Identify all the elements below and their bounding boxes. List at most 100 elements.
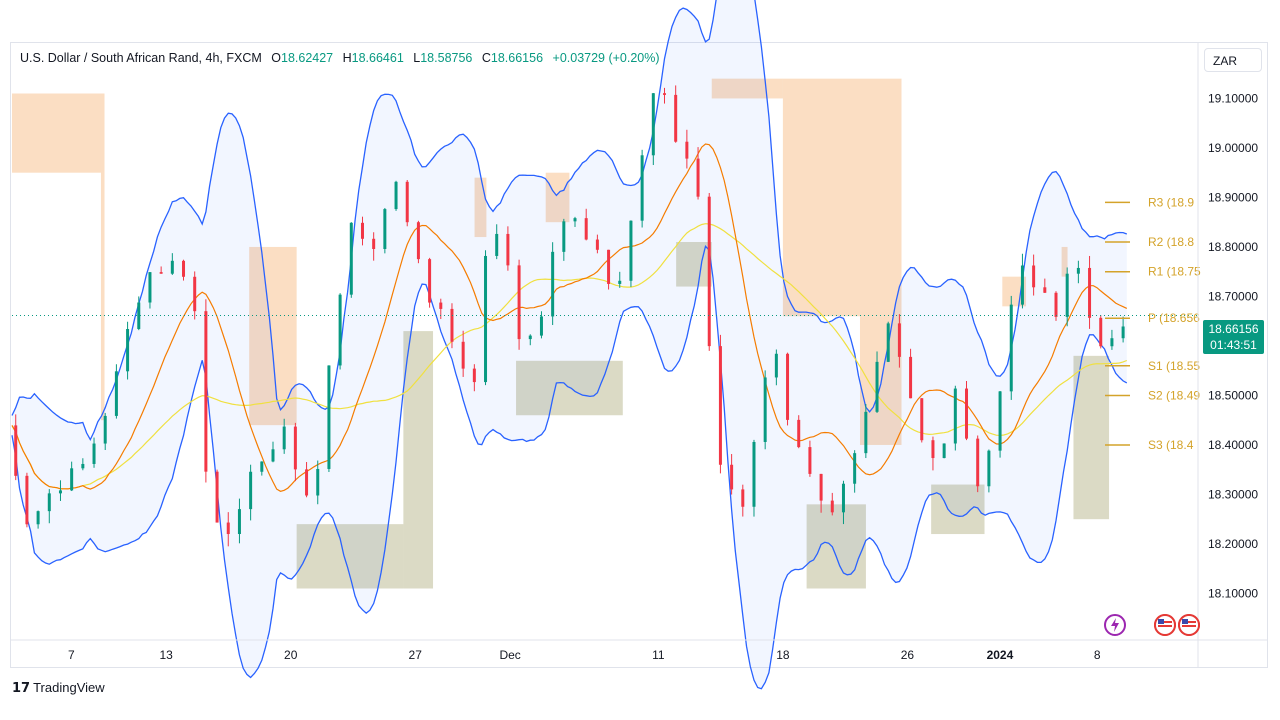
candle-body bbox=[886, 323, 890, 362]
y-tick-2: 18.30000 bbox=[1208, 487, 1258, 501]
candle-body bbox=[640, 155, 644, 221]
currency-button[interactable]: ZAR bbox=[1204, 48, 1262, 72]
pivot-label-5: S2 (18.49 bbox=[1148, 388, 1200, 402]
x-tick-2: 20 bbox=[284, 648, 298, 662]
x-tick-8: 2024 bbox=[987, 648, 1014, 662]
candle-body bbox=[1121, 326, 1125, 339]
candle-body bbox=[1076, 267, 1080, 274]
candle-body bbox=[204, 311, 208, 472]
candle-body bbox=[1032, 265, 1036, 288]
candle-body bbox=[1088, 267, 1092, 318]
moving-average-fast bbox=[11, 143, 1128, 492]
candle-body bbox=[618, 280, 622, 284]
candle-body bbox=[36, 511, 40, 525]
candle-body bbox=[528, 335, 532, 340]
resistance-zone-9 bbox=[1061, 246, 1068, 277]
x-tick-7: 26 bbox=[901, 648, 915, 662]
candle-body bbox=[953, 388, 957, 444]
candle-body bbox=[405, 181, 409, 223]
y-tick-9: 19.00000 bbox=[1208, 141, 1258, 155]
us-flag-event-icon[interactable] bbox=[1154, 614, 1176, 636]
candle-body bbox=[260, 461, 264, 472]
candle-body bbox=[215, 471, 219, 523]
candle-body bbox=[595, 239, 599, 250]
x-tick-0: 7 bbox=[68, 648, 75, 662]
pivot-label-1: R2 (18.8 bbox=[1148, 235, 1194, 249]
candle-body bbox=[551, 251, 555, 317]
bollinger-upper bbox=[11, 0, 1128, 442]
y-tick-6: 18.70000 bbox=[1208, 289, 1258, 303]
moving-average-slow bbox=[11, 223, 1128, 490]
candle-body bbox=[416, 222, 420, 260]
chart-frame[interactable] bbox=[10, 42, 1268, 668]
candle-body bbox=[942, 443, 946, 459]
change-value: +0.03729 (+0.20%) bbox=[552, 51, 660, 65]
high-value: 18.66461 bbox=[351, 51, 404, 65]
candle-body bbox=[674, 94, 678, 142]
candle-body bbox=[1099, 317, 1103, 347]
pivot-label-6: S3 (18.4 bbox=[1148, 438, 1194, 452]
pivot-label-2: R1 (18.75 bbox=[1148, 265, 1201, 279]
candle-body bbox=[718, 346, 722, 465]
x-tick-9: 8 bbox=[1094, 648, 1101, 662]
candle-body bbox=[998, 391, 1002, 451]
candle-body bbox=[327, 365, 331, 469]
y-tick-1: 18.20000 bbox=[1208, 537, 1258, 551]
candle-body bbox=[338, 294, 342, 366]
candle-body bbox=[1065, 273, 1069, 317]
support-zone-11 bbox=[403, 331, 434, 589]
resistance-zone-0 bbox=[12, 93, 101, 173]
candle-body bbox=[1020, 265, 1024, 305]
y-tick-8: 18.90000 bbox=[1208, 190, 1258, 204]
candle-body bbox=[931, 440, 935, 459]
candle-body bbox=[81, 463, 85, 469]
candle-body bbox=[864, 411, 868, 454]
candle-body bbox=[293, 426, 297, 470]
candle-body bbox=[1009, 304, 1013, 392]
candle-body bbox=[58, 490, 62, 494]
candle-body bbox=[428, 259, 432, 303]
support-zone-13 bbox=[676, 242, 712, 287]
candle-body bbox=[360, 222, 364, 239]
candle-body bbox=[539, 316, 543, 336]
candle-body bbox=[25, 475, 29, 525]
candle-body bbox=[14, 425, 18, 476]
resistance-zone-6 bbox=[782, 78, 902, 317]
close-value: 18.66156 bbox=[490, 51, 544, 65]
candle-body bbox=[170, 260, 174, 274]
candle-body bbox=[774, 353, 778, 378]
last-price-value: 18.66156 bbox=[1208, 322, 1259, 336]
candle-body bbox=[137, 302, 141, 329]
resistance-zone-4 bbox=[545, 172, 570, 223]
us-flag-event-icon-2[interactable] bbox=[1178, 614, 1200, 636]
pivot-label-3: P (18.656 bbox=[1148, 311, 1200, 325]
candle-body bbox=[752, 441, 756, 507]
lightning-icon[interactable] bbox=[1104, 614, 1126, 636]
x-tick-5: 11 bbox=[652, 648, 665, 662]
candle-body bbox=[103, 415, 107, 444]
candle-body bbox=[853, 453, 857, 484]
candle-body bbox=[730, 464, 734, 490]
candle-body bbox=[629, 220, 633, 281]
candle-body bbox=[305, 469, 309, 496]
candle-body bbox=[439, 302, 443, 309]
tradingview-logo[interactable]: 𝟭𝟳 TradingView bbox=[12, 680, 105, 696]
bar-countdown: 01:43:51 bbox=[1210, 338, 1257, 352]
resistance-zone-1 bbox=[100, 93, 105, 421]
candle-body bbox=[372, 238, 376, 249]
candle-body bbox=[316, 468, 320, 496]
brand-name: TradingView bbox=[33, 680, 105, 695]
candle-body bbox=[607, 249, 611, 284]
high-label: H bbox=[342, 51, 352, 65]
candle-body bbox=[875, 361, 879, 412]
candle-body bbox=[965, 388, 969, 439]
candle-body bbox=[383, 209, 387, 249]
candle-body bbox=[237, 509, 241, 535]
candle-body bbox=[114, 371, 118, 416]
candle-body bbox=[920, 398, 924, 441]
candle-body bbox=[741, 489, 745, 507]
open-value: 18.62427 bbox=[281, 51, 334, 65]
candle-body bbox=[685, 141, 689, 159]
candle-body bbox=[830, 500, 834, 513]
